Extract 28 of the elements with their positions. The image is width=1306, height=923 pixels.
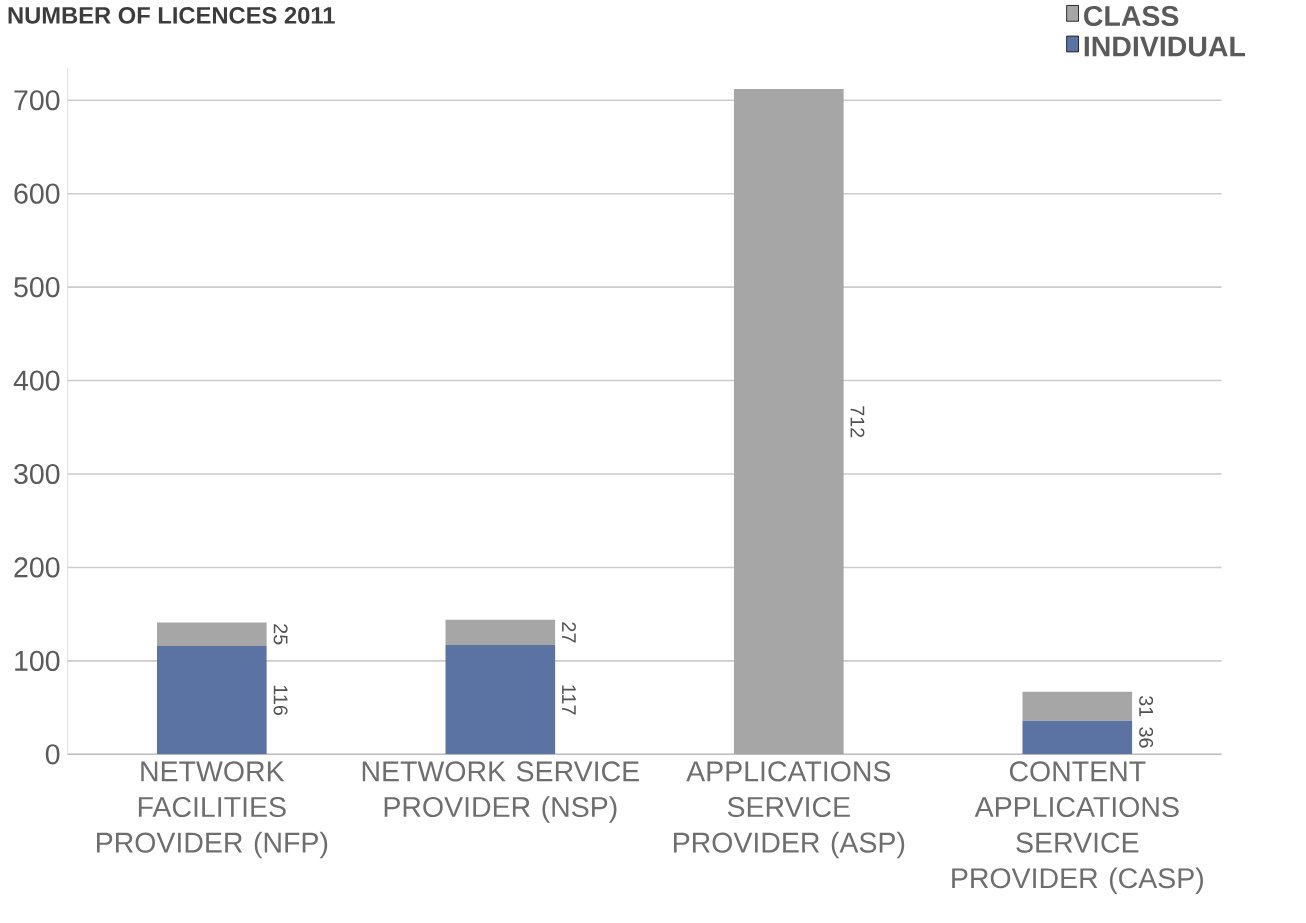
bar <box>156 622 267 646</box>
y-tick-label: 0 <box>45 744 60 765</box>
y-tick-label: 300 <box>14 463 60 484</box>
y-tick-label: 500 <box>14 276 60 298</box>
y-tick-label: 600 <box>14 183 60 204</box>
bar <box>445 619 556 645</box>
data-label: 31 <box>1139 695 1154 717</box>
x-tick-label: NETWORK FACILITIES PROVIDER (NFP) <box>97 761 328 859</box>
data-label: 712 <box>850 406 865 438</box>
bar <box>156 645 267 755</box>
y-tick-label: 700 <box>14 90 60 111</box>
legend-label: INDIVIDUAL <box>1084 36 1246 57</box>
y-tick-label: 400 <box>13 370 60 391</box>
data-label: 36 <box>1139 727 1154 748</box>
x-tick-label: APPLICATIONS SERVICE PROVIDER (ASP) <box>673 761 905 859</box>
legend-label: CLASS <box>1084 5 1179 26</box>
data-label: 25 <box>273 624 288 645</box>
data-label: 117 <box>562 685 576 715</box>
bar <box>445 644 556 755</box>
x-tick-label: CONTENT APPLICATIONS SERVICE PROVIDER (CASP) <box>952 761 1203 894</box>
chart-title: NUMBER OF LICENCES 2011 <box>8 6 335 24</box>
y-tick-label: 200 <box>14 557 60 578</box>
bar <box>1022 720 1133 755</box>
data-label: 27 <box>562 622 576 643</box>
bar <box>1022 691 1133 721</box>
x-tick-label: NETWORK SERVICE PROVIDER (NSP) <box>362 761 639 823</box>
y-tick-label: 100 <box>15 650 60 671</box>
data-label: 116 <box>273 685 288 715</box>
